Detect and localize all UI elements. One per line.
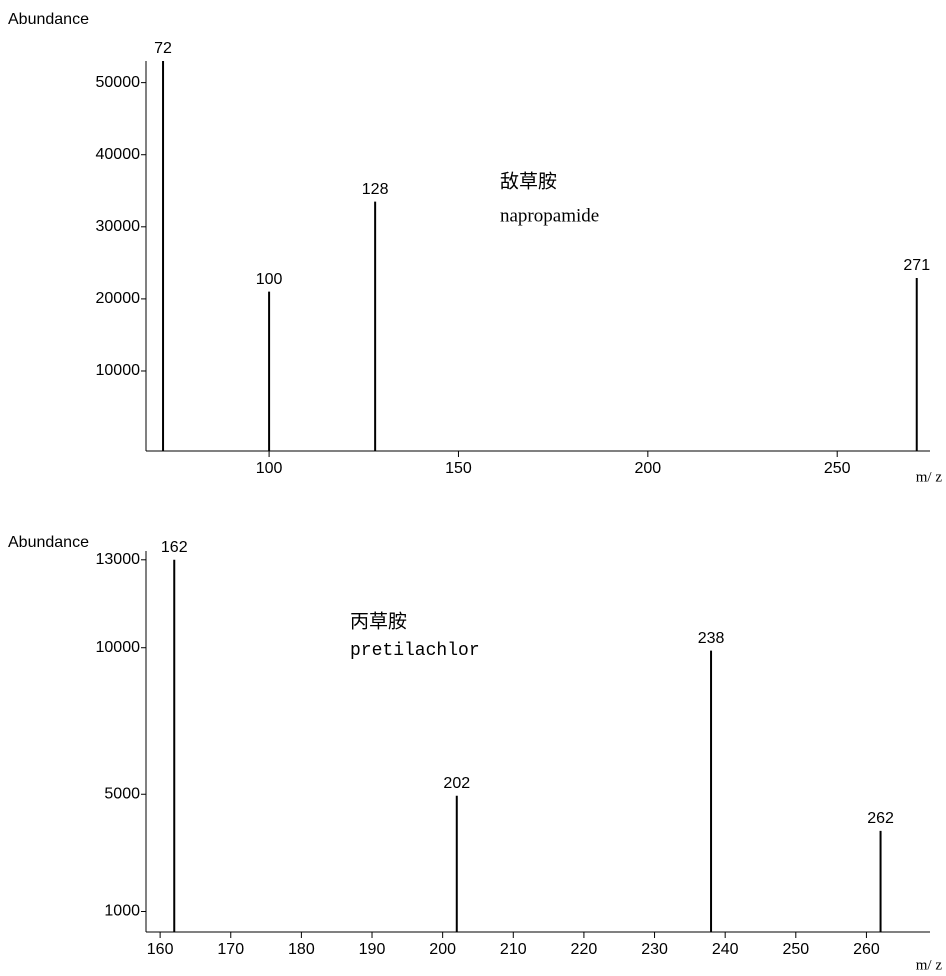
y-tick-label: 30000 <box>96 218 141 235</box>
y-tick-label: 20000 <box>96 290 141 307</box>
x-tick-label: 240 <box>712 941 739 958</box>
x-tick-label: 170 <box>217 941 244 958</box>
x-tick-label: 190 <box>359 941 386 958</box>
x-axis-title: m/ z <box>916 469 943 485</box>
annotation: 敌草胺 <box>500 170 557 192</box>
x-tick-label: 150 <box>445 460 472 477</box>
annotation: pretilachlor <box>350 641 480 661</box>
peak-label: 238 <box>698 630 725 647</box>
x-tick-label: 160 <box>147 941 174 958</box>
y-tick-label: 13000 <box>96 551 141 568</box>
y-tick-label: 40000 <box>96 146 141 163</box>
x-tick-label: 260 <box>853 941 880 958</box>
x-axis-title: m/ z <box>916 957 943 973</box>
x-tick-label: 200 <box>634 460 661 477</box>
x-tick-label: 100 <box>256 460 283 477</box>
peak-label: 72 <box>154 40 172 57</box>
annotation: 丙草胺 <box>350 610 407 632</box>
x-tick-label: 250 <box>782 941 809 958</box>
x-tick-label: 210 <box>500 941 527 958</box>
y-tick-label: 5000 <box>104 785 140 802</box>
x-tick-label: 220 <box>571 941 598 958</box>
peak-label: 262 <box>867 810 894 827</box>
x-tick-label: 200 <box>429 941 456 958</box>
peak-label: 202 <box>443 775 470 792</box>
y-tick-label: 10000 <box>96 362 141 379</box>
x-tick-label: 180 <box>288 941 315 958</box>
annotation: napropamide <box>500 205 599 226</box>
x-tick-label: 230 <box>641 941 668 958</box>
y-tick-label: 10000 <box>96 639 141 656</box>
y-tick-label: 1000 <box>104 903 140 920</box>
y-tick-label: 50000 <box>96 74 141 91</box>
peak-label: 100 <box>256 271 283 288</box>
x-tick-label: 250 <box>824 460 851 477</box>
y-axis-title: Abundance <box>8 11 89 28</box>
y-axis-title: Abundance <box>8 534 89 551</box>
peak-label: 271 <box>903 257 930 274</box>
peak-label: 128 <box>362 181 389 198</box>
peak-label: 162 <box>161 539 188 556</box>
